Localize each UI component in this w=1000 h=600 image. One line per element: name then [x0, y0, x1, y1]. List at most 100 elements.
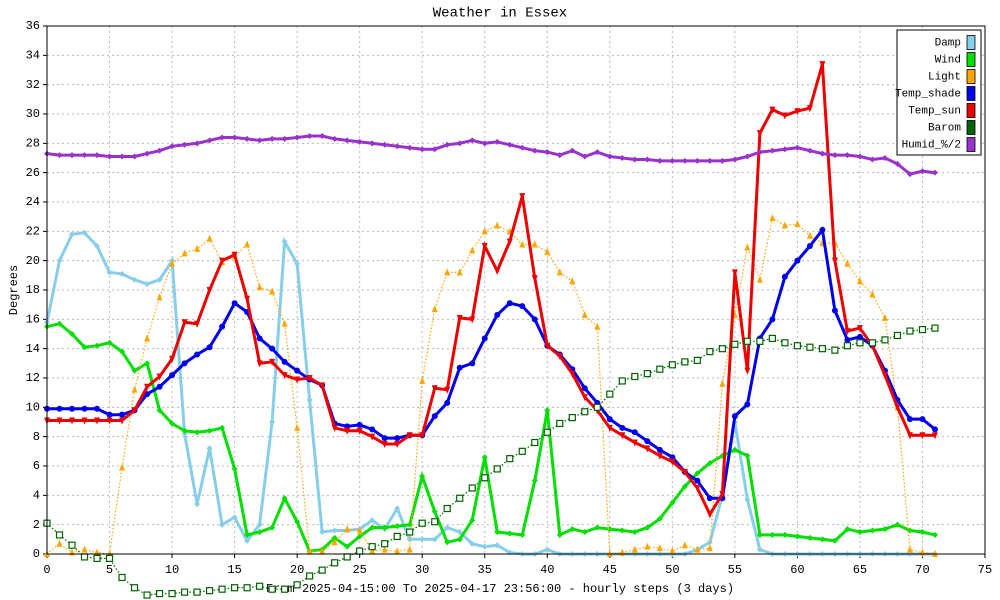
point: [431, 518, 439, 526]
x-tick-label: 5: [106, 563, 113, 577]
point: [331, 559, 339, 567]
point: [856, 277, 863, 285]
point: [180, 588, 189, 596]
point: [256, 529, 263, 535]
point: [681, 468, 688, 476]
point: [706, 157, 713, 164]
point: [744, 401, 751, 408]
point: [394, 441, 401, 448]
legend: Damp Wind Light Temp_shade Temp_sun Barom Humi…: [895, 29, 982, 156]
point: [919, 432, 926, 440]
point: [419, 376, 426, 384]
y-tick-label: 20: [26, 254, 40, 268]
point: [619, 527, 626, 534]
point: [919, 529, 926, 535]
y-tick-label: 4: [33, 489, 40, 503]
point: [581, 408, 589, 416]
point: [781, 531, 788, 538]
point: [219, 323, 226, 330]
point: [406, 144, 413, 151]
point: [744, 452, 751, 459]
point: [631, 545, 638, 553]
point: [781, 112, 788, 120]
point: [806, 105, 813, 113]
point: [144, 281, 151, 288]
point: [868, 339, 877, 347]
point: [593, 403, 601, 411]
point: [369, 547, 376, 555]
point: [806, 534, 813, 541]
x-tick-label: 30: [415, 563, 429, 577]
point: [281, 135, 288, 142]
point: [619, 432, 626, 440]
point: [294, 367, 301, 374]
point: [194, 140, 201, 147]
point: [781, 221, 788, 229]
point: [106, 417, 113, 425]
point: [306, 397, 313, 403]
point: [56, 405, 63, 412]
point: [194, 501, 201, 508]
point: [144, 360, 151, 367]
point: [819, 61, 826, 69]
point: [893, 331, 902, 340]
point: [281, 372, 288, 380]
point: [531, 477, 538, 484]
point: [119, 348, 126, 355]
point: [794, 220, 801, 227]
point: [344, 543, 351, 550]
y-tick-label: 0: [33, 547, 40, 561]
point: [581, 385, 588, 392]
point: [144, 334, 151, 342]
point: [169, 355, 176, 363]
point: [644, 542, 651, 550]
point: [443, 504, 451, 513]
point: [206, 234, 213, 242]
point: [456, 314, 463, 322]
x-tick-label: 40: [540, 563, 554, 577]
point: [168, 589, 176, 598]
point: [106, 339, 113, 346]
y-tick-label: 16: [26, 313, 40, 327]
y-tick-label: 36: [26, 19, 40, 33]
point: [519, 193, 526, 201]
point: [269, 524, 276, 531]
point: [843, 342, 852, 350]
point: [906, 545, 913, 553]
point: [669, 547, 676, 555]
point: [231, 465, 238, 472]
y-tick-label: 32: [26, 78, 40, 92]
point: [793, 342, 802, 350]
point: [881, 526, 888, 533]
point: [306, 375, 313, 382]
point: [394, 547, 401, 555]
point: [206, 344, 213, 351]
point: [231, 300, 238, 307]
x-tick-label: 0: [43, 563, 50, 577]
point: [844, 336, 851, 343]
point: [681, 541, 688, 549]
point: [231, 584, 239, 592]
point: [256, 582, 264, 590]
y-tick-label: 12: [26, 371, 40, 385]
point: [206, 427, 213, 434]
point: [156, 147, 163, 154]
point: [319, 382, 326, 390]
x-tick-label: 35: [478, 563, 492, 577]
point: [543, 428, 551, 436]
point: [356, 421, 363, 428]
point: [68, 541, 76, 549]
point: [331, 135, 338, 142]
point: [806, 343, 814, 351]
point: [631, 439, 638, 447]
y-axis-label: Degrees: [7, 265, 21, 315]
point: [219, 257, 226, 265]
point: [294, 134, 301, 141]
point: [768, 334, 776, 342]
point: [606, 390, 614, 398]
point: [581, 310, 588, 318]
point: [481, 335, 488, 342]
point: [493, 465, 501, 473]
point: [906, 416, 913, 423]
